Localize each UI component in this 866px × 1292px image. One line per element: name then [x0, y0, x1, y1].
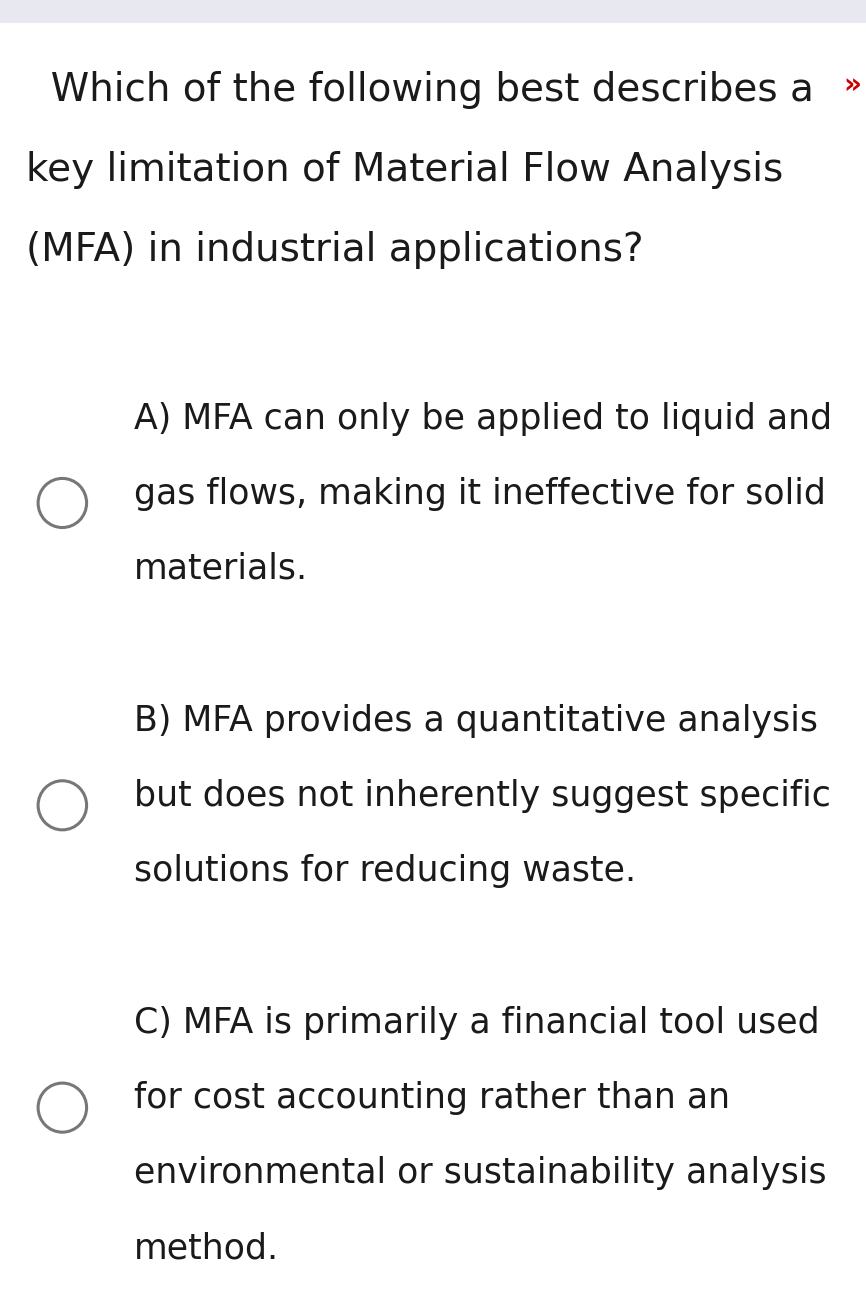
- Text: C) MFA is primarily a financial tool used: C) MFA is primarily a financial tool use…: [134, 1006, 820, 1040]
- Text: Which of the following best describes a: Which of the following best describes a: [26, 71, 814, 109]
- Text: gas flows, making it ineffective for solid: gas flows, making it ineffective for sol…: [134, 477, 826, 510]
- Bar: [0, 0, 866, 23]
- Text: B) MFA provides a quantitative analysis: B) MFA provides a quantitative analysis: [134, 704, 818, 738]
- Text: method.: method.: [134, 1231, 280, 1265]
- Text: solutions for reducing waste.: solutions for reducing waste.: [134, 854, 637, 888]
- Text: A) MFA can only be applied to liquid and: A) MFA can only be applied to liquid and: [134, 402, 832, 435]
- Text: (MFA) in industrial applications?: (MFA) in industrial applications?: [26, 231, 643, 269]
- Text: key limitation of Material Flow Analysis: key limitation of Material Flow Analysis: [26, 151, 783, 189]
- Text: materials.: materials.: [134, 552, 308, 585]
- Text: environmental or sustainability analysis: environmental or sustainability analysis: [134, 1156, 827, 1190]
- Text: for cost accounting rather than an: for cost accounting rather than an: [134, 1081, 730, 1115]
- Text: »: »: [843, 71, 862, 99]
- Text: but does not inherently suggest specific: but does not inherently suggest specific: [134, 779, 831, 813]
